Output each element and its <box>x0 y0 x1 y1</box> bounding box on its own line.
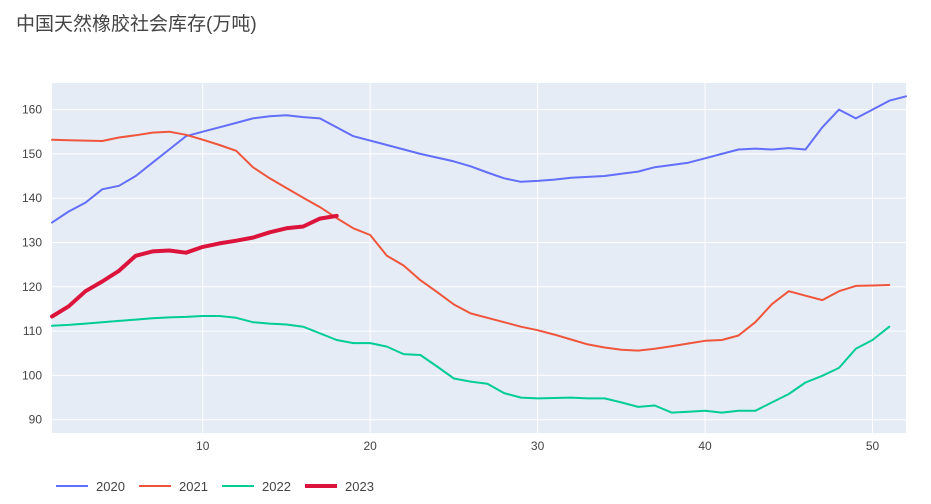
y-tick-label: 140 <box>22 191 42 205</box>
series-line-2022 <box>51 315 891 414</box>
grid <box>52 83 906 433</box>
y-tick-label: 150 <box>22 147 42 161</box>
series-line-2021 <box>51 130 891 352</box>
y-tick-label: 130 <box>22 235 42 249</box>
y-tick-label: 90 <box>29 413 43 427</box>
legend-item-2023[interactable]: 2023 <box>305 479 374 494</box>
x-tick-label: 30 <box>531 439 545 453</box>
legend-item-2021[interactable]: 2021 <box>139 479 208 494</box>
legend: 2020 2021 2022 2023 <box>56 479 374 494</box>
y-axis: 90 100 110 120 130 140 150 160 <box>22 103 42 427</box>
legend-item-2020[interactable]: 2020 <box>56 479 125 494</box>
legend-label: 2021 <box>179 479 208 494</box>
y-tick-label: 160 <box>22 103 42 117</box>
legend-label: 2022 <box>262 479 291 494</box>
plot-background <box>52 83 906 433</box>
x-axis: 10 20 30 40 50 <box>196 439 879 453</box>
x-tick-label: 20 <box>363 439 377 453</box>
x-tick-label: 50 <box>866 439 880 453</box>
y-tick-label: 110 <box>23 324 42 338</box>
series-line-2020 <box>51 95 907 224</box>
x-tick-label: 10 <box>196 439 210 453</box>
chart-title: 中国天然橡胶社会库存(万吨) <box>16 14 257 35</box>
legend-item-2022[interactable]: 2022 <box>222 479 291 494</box>
x-tick-label: 40 <box>698 439 712 453</box>
legend-label: 2020 <box>96 479 125 494</box>
series-line-2023 <box>50 213 339 319</box>
legend-label: 2023 <box>345 479 374 494</box>
y-tick-label: 120 <box>22 280 42 294</box>
series-layer <box>50 95 907 414</box>
y-tick-label: 100 <box>22 368 42 382</box>
